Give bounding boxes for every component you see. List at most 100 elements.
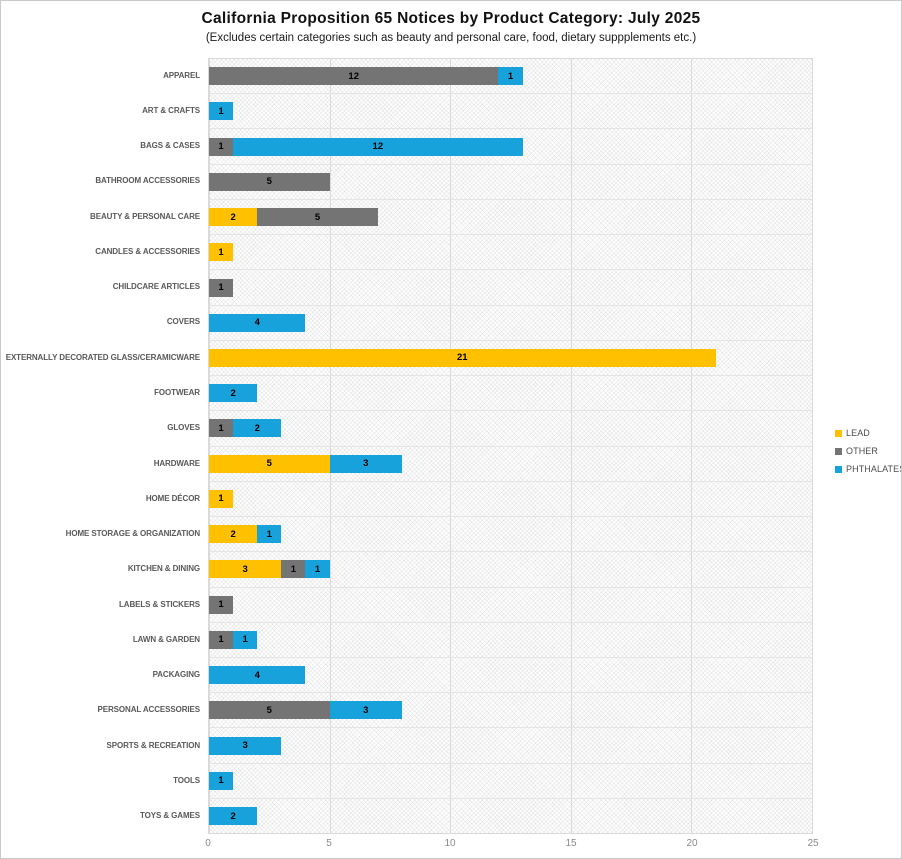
stacked-bar: 2 [209,384,812,403]
bar-value-label: 12 [372,141,384,153]
bar-segment-phthalates: 12 [233,137,523,156]
bar-row: 5 [209,165,812,200]
stacked-bar: 1 [209,595,812,614]
stacked-bar: 5 [209,172,812,191]
bar-value-label: 3 [242,740,248,752]
legend-item-lead: LEAD [835,428,901,438]
bar-row: 12 1 [209,59,812,95]
bar-value-label: 2 [254,422,260,434]
gridline [812,59,813,833]
bar-row: 1 [209,94,812,130]
bar-segment-lead: 1 [209,243,234,262]
legend-label: OTHER [846,446,878,456]
category-label: APPAREL [163,70,200,80]
bar-value-label: 2 [230,810,236,822]
category-label: BATHROOM ACCESSORIES [95,176,200,186]
bar-segment-phthalates: 3 [209,736,282,755]
stacked-bar: 1 [209,771,812,790]
category-label: LABELS & STICKERS [119,599,200,609]
legend-item-other: OTHER [835,446,901,456]
bar-segment-lead: 3 [209,560,282,579]
category-label: BAGS & CASES [140,141,200,151]
legend-swatch-other [835,447,842,455]
bar-row: 1 [209,588,812,623]
bar-value-label: 5 [266,176,272,188]
category-label: COVERS [166,317,200,327]
bar-value-label: 3 [242,563,248,575]
bar-value-label: 2 [230,528,236,540]
bar-value-label: 21 [456,352,468,364]
bar-segment-phthalates: 1 [209,771,234,790]
bar-value-label: 1 [314,563,321,575]
bar-row: 3 1 1 [209,552,812,588]
stacked-bar: 3 1 1 [209,560,812,579]
bar-value-label: 3 [363,458,369,470]
bar-value-label: 1 [218,141,224,153]
bar-value-label: 1 [290,563,297,575]
category-label: BEAUTY & PERSONAL CARE [90,211,200,221]
bar-value-label: 5 [266,458,272,470]
bar-segment-other: 1 [281,560,306,579]
bar-value-label: 1 [218,634,224,646]
x-tick-label: 15 [565,838,577,849]
stacked-bar: 1 [209,102,812,121]
bar-row: 1 12 [209,129,812,165]
bar-row: 1 [209,764,812,799]
bar-segment-lead: 21 [209,348,716,367]
bar-segment-phthalates: 2 [209,807,258,826]
bar-value-label: 12 [348,70,359,82]
bar-row: 3 [209,728,812,764]
category-label: CHILDCARE ARTICLES [112,282,200,292]
bar-segment-lead: 1 [209,489,234,508]
x-tick-label: 5 [326,838,332,849]
bar-segment-other: 12 [209,67,499,86]
category-labels: APPAREL ART & CRAFTS BAGS & CASES BATHROOM … [1,58,200,834]
category-label: HARDWARE [153,458,200,468]
legend-label: PHTHALATES [846,464,902,474]
bar-segment-phthalates: 1 [233,630,258,649]
x-tick-label: 10 [444,838,456,849]
x-tick-label: 25 [807,838,819,849]
chart-title: California Proposition 65 Notices by Pro… [201,10,701,27]
bar-value-label: 1 [218,282,224,294]
stacked-bar: 1 12 [209,137,812,156]
bar-row: 2 [209,799,812,833]
bar-segment-other: 1 [209,595,234,614]
bar-value-label: 4 [254,669,260,681]
chart-subtitle: (Excludes certain categories such as bea… [205,32,697,44]
category-label: FOOTWEAR [154,388,200,398]
bar-value-label: 1 [507,70,514,82]
bar-segment-lead: 5 [209,454,330,473]
bar-row: 1 [209,482,812,518]
bar-segment-other: 5 [257,208,378,227]
bar-segment-other: 5 [209,172,330,191]
plot-area: 12 1 1 1 12 5 2 5 1 1 4 21 2 1 2 5 3 1 2 1 3 1 1 1 1 1 4 5 3 3 1 2 [208,58,813,834]
x-tick-label: 20 [686,838,698,849]
bar-value-label: 2 [230,211,236,223]
bar-value-label: 1 [242,634,248,646]
stacked-bar: 1 [209,278,812,297]
bar-value-label: 1 [218,775,224,787]
bar-row: 1 [209,235,812,271]
bar-segment-lead: 2 [209,208,258,227]
legend-swatch-phthalates [835,465,842,473]
stacked-bar: 2 [209,807,812,826]
bar-segment-phthalates: 4 [209,313,306,332]
bar-segment-other: 1 [209,419,234,438]
bar-segment-phthalates: 1 [305,560,330,579]
bar-segment-phthalates: 2 [233,419,282,438]
stacked-bar: 21 [209,348,812,367]
stacked-bar: 1 [209,489,812,508]
stacked-bar: 3 [209,736,812,755]
bar-segment-phthalates: 1 [209,102,234,121]
bar-value-label: 1 [218,422,224,434]
stacked-bar: 4 [209,313,812,332]
bar-value-label: 1 [266,528,272,540]
bar-rows: 12 1 1 1 12 5 2 5 1 1 4 21 2 1 2 5 3 1 2 1 3 1 1 1 1 1 4 5 3 3 1 2 [209,59,812,833]
